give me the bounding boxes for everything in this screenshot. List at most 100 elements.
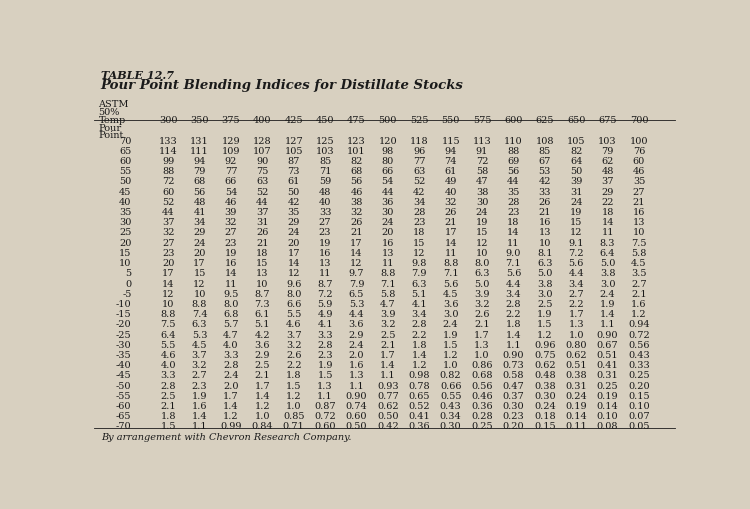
Text: 42: 42 [538, 177, 551, 186]
Text: 4.4: 4.4 [349, 309, 364, 319]
Text: 36: 36 [382, 197, 394, 207]
Text: 32: 32 [162, 228, 175, 237]
Text: 6.3: 6.3 [537, 259, 553, 268]
Text: 47: 47 [476, 177, 488, 186]
Text: 6.8: 6.8 [224, 309, 238, 319]
Text: 46: 46 [633, 167, 645, 176]
Text: 54: 54 [382, 177, 394, 186]
Text: 18: 18 [602, 208, 613, 217]
Text: 1.4: 1.4 [380, 360, 396, 370]
Text: 14: 14 [602, 218, 613, 227]
Text: 3.2: 3.2 [192, 360, 207, 370]
Text: 29: 29 [287, 218, 300, 227]
Text: 91: 91 [476, 147, 488, 156]
Text: 64: 64 [570, 157, 582, 166]
Text: 650: 650 [567, 116, 585, 125]
Text: 15: 15 [476, 228, 488, 237]
Text: 0.11: 0.11 [566, 421, 587, 431]
Text: 575: 575 [472, 116, 491, 125]
Text: 18: 18 [507, 218, 520, 227]
Text: 0.24: 0.24 [534, 401, 556, 410]
Text: 52: 52 [413, 177, 425, 186]
Text: 27: 27 [225, 228, 237, 237]
Text: 60: 60 [633, 157, 645, 166]
Text: 3.7: 3.7 [192, 350, 207, 359]
Text: 5.1: 5.1 [254, 320, 270, 329]
Text: 2.5: 2.5 [160, 391, 176, 400]
Text: 34: 34 [194, 218, 206, 227]
Text: 32: 32 [225, 218, 237, 227]
Text: 2.1: 2.1 [474, 320, 490, 329]
Text: 1.7: 1.7 [568, 309, 584, 319]
Text: 0.37: 0.37 [503, 391, 524, 400]
Text: 0.31: 0.31 [566, 381, 587, 390]
Text: 1.1: 1.1 [349, 381, 364, 390]
Text: 50: 50 [119, 177, 131, 186]
Text: -25: -25 [116, 330, 131, 339]
Text: 1.6: 1.6 [192, 401, 207, 410]
Text: 350: 350 [190, 116, 208, 125]
Text: 120: 120 [379, 136, 398, 145]
Text: 16: 16 [382, 238, 394, 247]
Text: 0.66: 0.66 [440, 381, 461, 390]
Text: 450: 450 [316, 116, 334, 125]
Text: 17: 17 [287, 248, 300, 258]
Text: 17: 17 [194, 259, 206, 268]
Text: 1.7: 1.7 [223, 391, 238, 400]
Text: 22: 22 [602, 197, 613, 207]
Text: 2.4: 2.4 [349, 340, 364, 349]
Text: 17: 17 [445, 228, 457, 237]
Text: 15: 15 [256, 259, 268, 268]
Text: 1.0: 1.0 [443, 360, 458, 370]
Text: 2.0: 2.0 [349, 350, 364, 359]
Text: 5.3: 5.3 [192, 330, 207, 339]
Text: 0.25: 0.25 [471, 421, 493, 431]
Text: 5.1: 5.1 [412, 289, 427, 298]
Text: 0.94: 0.94 [628, 320, 650, 329]
Text: 0.65: 0.65 [409, 391, 430, 400]
Text: 21: 21 [445, 218, 457, 227]
Text: 0.68: 0.68 [471, 371, 493, 380]
Text: 0.14: 0.14 [566, 411, 587, 420]
Text: 5: 5 [125, 269, 131, 278]
Text: 2.9: 2.9 [254, 350, 270, 359]
Text: 2.2: 2.2 [506, 309, 521, 319]
Text: 2.8: 2.8 [317, 340, 333, 349]
Text: 26: 26 [350, 218, 363, 227]
Text: 1.4: 1.4 [254, 391, 270, 400]
Text: 37: 37 [256, 208, 268, 217]
Text: 55: 55 [119, 167, 131, 176]
Text: 53: 53 [538, 167, 551, 176]
Text: 8.7: 8.7 [254, 289, 270, 298]
Text: 0.19: 0.19 [597, 391, 619, 400]
Text: 1.4: 1.4 [223, 401, 238, 410]
Text: 118: 118 [410, 136, 428, 145]
Text: 11: 11 [225, 279, 237, 288]
Text: 17: 17 [162, 269, 175, 278]
Text: 4.4: 4.4 [506, 279, 521, 288]
Text: 0.56: 0.56 [471, 381, 493, 390]
Text: 5.6: 5.6 [568, 259, 584, 268]
Text: 2.5: 2.5 [380, 330, 395, 339]
Text: 13: 13 [538, 228, 551, 237]
Text: 5.8: 5.8 [380, 289, 395, 298]
Text: 625: 625 [536, 116, 554, 125]
Text: 62: 62 [602, 157, 613, 166]
Text: 21: 21 [538, 208, 551, 217]
Text: 1.4: 1.4 [192, 411, 207, 420]
Text: 21: 21 [350, 228, 363, 237]
Text: 92: 92 [225, 157, 237, 166]
Text: 24: 24 [382, 218, 394, 227]
Text: 8.8: 8.8 [192, 299, 207, 308]
Text: 0.51: 0.51 [597, 350, 619, 359]
Text: 39: 39 [225, 208, 237, 217]
Text: 123: 123 [347, 136, 366, 145]
Text: 9.1: 9.1 [568, 238, 584, 247]
Text: 35: 35 [507, 187, 520, 196]
Text: 52: 52 [162, 197, 174, 207]
Text: 20: 20 [162, 259, 174, 268]
Text: -35: -35 [116, 350, 131, 359]
Text: 7.1: 7.1 [506, 259, 521, 268]
Text: 49: 49 [445, 177, 457, 186]
Text: 74: 74 [445, 157, 457, 166]
